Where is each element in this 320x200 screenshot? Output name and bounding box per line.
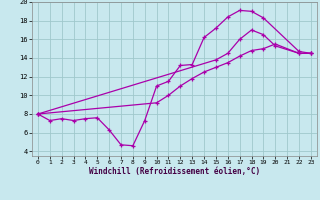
X-axis label: Windchill (Refroidissement éolien,°C): Windchill (Refroidissement éolien,°C) bbox=[89, 167, 260, 176]
